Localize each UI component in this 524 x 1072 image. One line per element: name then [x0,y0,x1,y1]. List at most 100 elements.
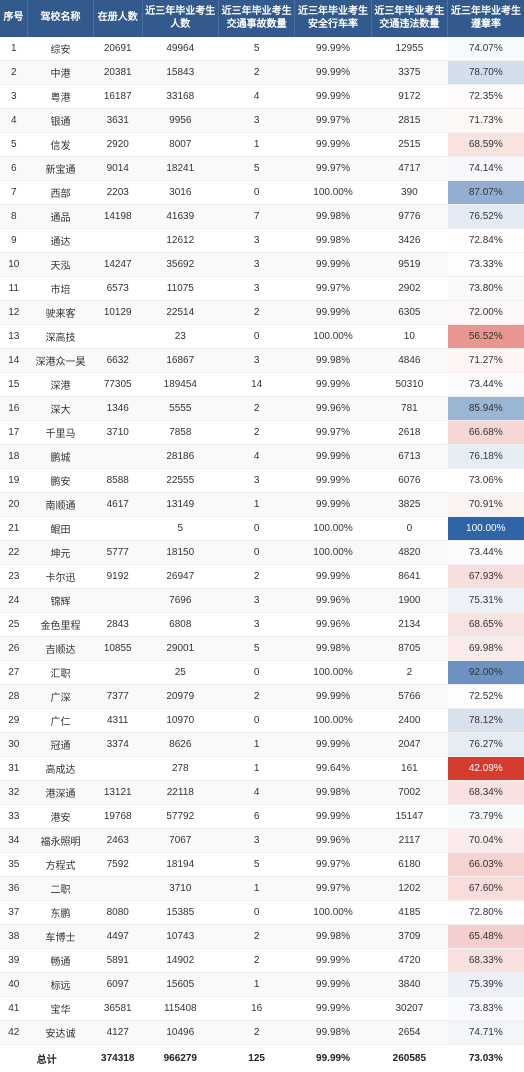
cell-name: 宝华 [28,997,94,1021]
cell-safe: 99.99% [295,973,371,997]
table-row: 7西部220330160100.00%39087.07% [0,181,524,205]
cell-safe: 99.99% [295,469,371,493]
cell-code: 2843 [93,613,142,637]
cell-name: 千里马 [28,421,94,445]
cell-safe: 99.98% [295,925,371,949]
cell-credit: 15385 [142,901,218,925]
cell-acc: 2 [218,397,294,421]
cell-vio: 2515 [371,133,447,157]
table-row: 10天泓1424735692399.99%951973.33% [0,253,524,277]
cell-safe: 99.99% [295,85,371,109]
cell-seq: 23 [0,565,28,589]
cell-seq: 12 [0,301,28,325]
cell-seq: 11 [0,277,28,301]
cell-name: 坤元 [28,541,94,565]
cell-obey: 85.94% [448,397,524,421]
cell-obey: 66.68% [448,421,524,445]
table-row: 12驶来客1012922514299.99%630572.00% [0,301,524,325]
cell-obey: 75.31% [448,589,524,613]
totals-acc: 125 [218,1045,294,1072]
cell-credit: 20979 [142,685,218,709]
cell-credit: 15605 [142,973,218,997]
cell-safe: 99.97% [295,277,371,301]
cell-acc: 3 [218,109,294,133]
cell-credit: 18150 [142,541,218,565]
cell-seq: 25 [0,613,28,637]
cell-acc: 2 [218,949,294,973]
cell-vio: 2654 [371,1021,447,1045]
cell-acc: 3 [218,253,294,277]
cell-obey: 74.71% [448,1021,524,1045]
cell-vio: 5766 [371,685,447,709]
cell-credit: 10496 [142,1021,218,1045]
cell-acc: 4 [218,85,294,109]
totals-code: 374318 [93,1045,142,1072]
cell-acc: 3 [218,229,294,253]
cell-credit: 57792 [142,805,218,829]
cell-credit: 5555 [142,397,218,421]
cell-vio: 3840 [371,973,447,997]
table-row: 28广深737720979299.99%576672.52% [0,685,524,709]
cell-name: 深港众一昊 [28,349,94,373]
totals-credit: 966279 [142,1045,218,1072]
cell-safe: 99.99% [295,61,371,85]
cell-code: 4617 [93,493,142,517]
cell-code: 8588 [93,469,142,493]
cell-acc: 3 [218,613,294,637]
col-header-safe: 近三年毕业考生安全行车率 [295,0,371,37]
cell-code: 1346 [93,397,142,421]
cell-obey: 73.83% [448,997,524,1021]
table-row: 8通品1419841639799.98%977676.52% [0,205,524,229]
cell-obey: 74.14% [448,157,524,181]
cell-safe: 99.99% [295,805,371,829]
cell-seq: 27 [0,661,28,685]
cell-name: 市培 [28,277,94,301]
cell-vio: 9172 [371,85,447,109]
cell-code: 36581 [93,997,142,1021]
cell-seq: 39 [0,949,28,973]
cell-obey: 73.80% [448,277,524,301]
cell-acc: 4 [218,445,294,469]
cell-vio: 3426 [371,229,447,253]
cell-credit: 22118 [142,781,218,805]
cell-obey: 75.39% [448,973,524,997]
cell-acc: 1 [218,973,294,997]
cell-acc: 1 [218,757,294,781]
cell-vio: 2117 [371,829,447,853]
cell-safe: 99.99% [295,37,371,61]
cell-seq: 4 [0,109,28,133]
cell-safe: 99.99% [295,733,371,757]
cell-seq: 41 [0,997,28,1021]
cell-obey: 78.12% [448,709,524,733]
cell-vio: 781 [371,397,447,421]
cell-safe: 100.00% [295,901,371,925]
table-row: 18鹏城28186499.99%671376.18% [0,445,524,469]
col-header-seq: 序号 [0,0,28,37]
col-header-vio: 近三年毕业考生交通违法数量 [371,0,447,37]
table-row: 15深港773051894541499.99%5031073.44% [0,373,524,397]
cell-name: 深大 [28,397,94,421]
cell-name: 二职 [28,877,94,901]
cell-vio: 2815 [371,109,447,133]
cell-vio: 7002 [371,781,447,805]
cell-vio: 4846 [371,349,447,373]
cell-code: 9014 [93,157,142,181]
cell-vio: 2134 [371,613,447,637]
cell-seq: 31 [0,757,28,781]
cell-obey: 67.93% [448,565,524,589]
table-footer: 总计 374318 966279 125 99.99% 260585 73.03… [0,1045,524,1072]
cell-obey: 76.52% [448,205,524,229]
cell-seq: 8 [0,205,28,229]
cell-credit: 7067 [142,829,218,853]
cell-vio: 6305 [371,301,447,325]
cell-seq: 29 [0,709,28,733]
cell-code: 7377 [93,685,142,709]
cell-name: 天泓 [28,253,94,277]
cell-safe: 99.64% [295,757,371,781]
cell-obey: 78.70% [448,61,524,85]
cell-credit: 18194 [142,853,218,877]
cell-code: 20381 [93,61,142,85]
cell-code: 6632 [93,349,142,373]
cell-name: 新宝通 [28,157,94,181]
table-row: 39畅通589114902299.99%472068.33% [0,949,524,973]
